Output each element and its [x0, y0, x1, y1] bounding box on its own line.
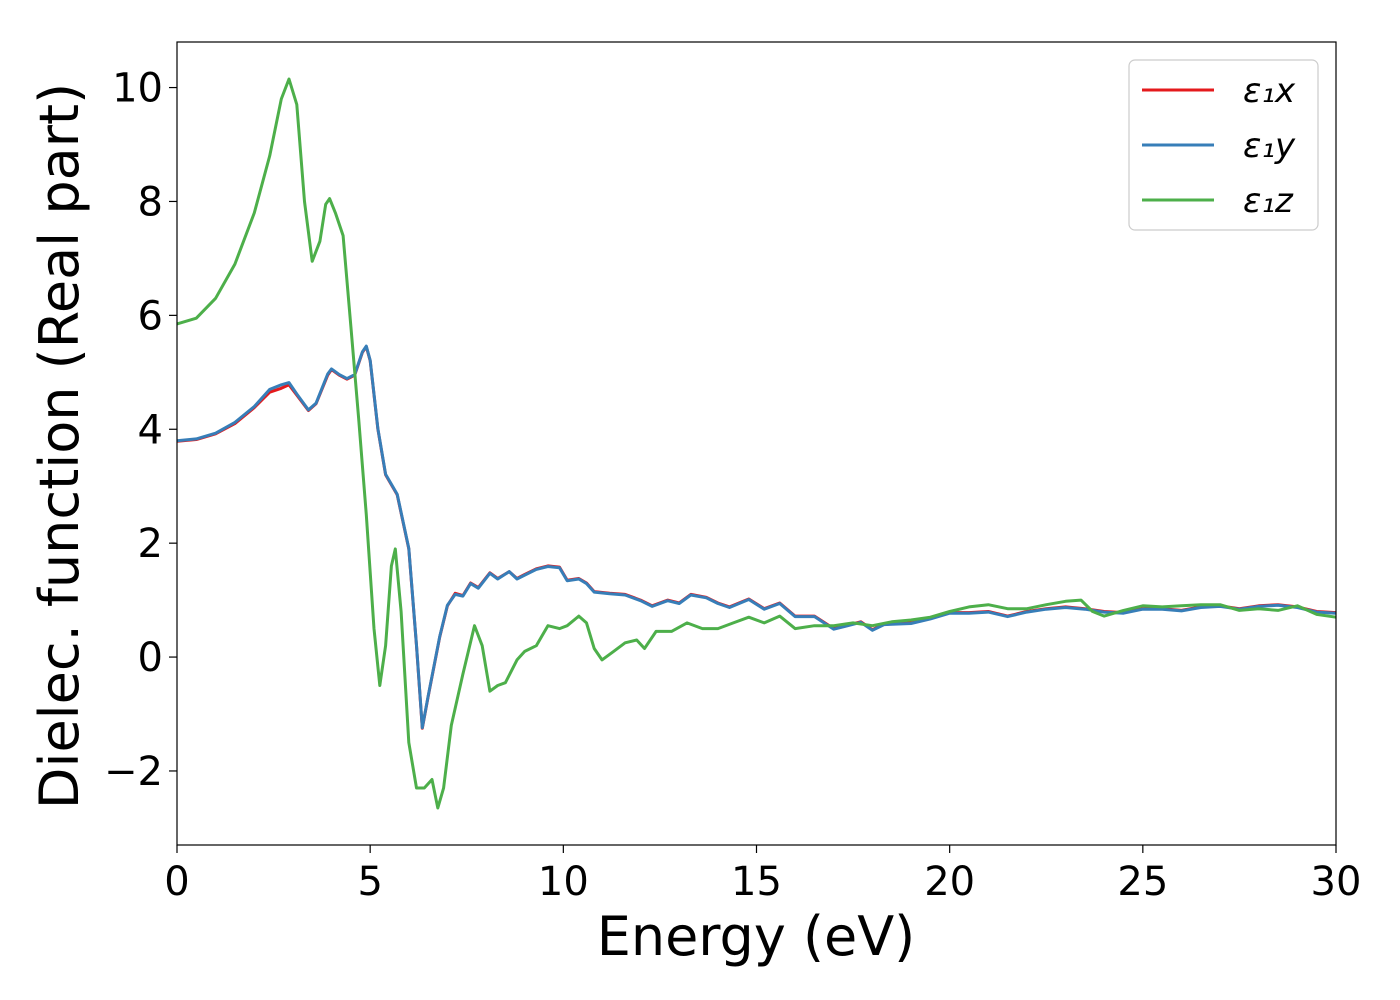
x-tick-label: 30 [1311, 859, 1362, 905]
x-tick-label: 20 [924, 859, 975, 905]
series-line-1 [176, 344, 1337, 730]
legend-label-1: ε₁y [1243, 126, 1296, 166]
x-tick-label: 5 [357, 859, 382, 905]
y-tick-label: 0 [138, 635, 163, 681]
series-layer [176, 77, 1337, 810]
x-tick-label: 25 [1117, 859, 1168, 905]
y-tick-label: −2 [104, 749, 163, 795]
y-tick-label: 4 [138, 407, 163, 453]
x-tick-label: 0 [164, 859, 189, 905]
x-axis-ticks: 0 5 10 15 20 25 30 [164, 845, 1361, 905]
legend-label-2: ε₁z [1243, 181, 1294, 221]
x-tick-label: 15 [731, 859, 782, 905]
y-tick-label: 2 [138, 521, 163, 567]
x-tick-label: 10 [538, 859, 589, 905]
y-axis-label: Dielec. function (Real part) [28, 83, 91, 809]
y-tick-label: 8 [138, 179, 163, 225]
legend: ε₁x ε₁y ε₁z [1128, 59, 1319, 231]
x-axis-label: Energy (eV) [597, 905, 916, 968]
y-tick-label: 10 [112, 66, 163, 112]
y-tick-label: 6 [138, 293, 163, 339]
y-axis-ticks: −2 0 2 4 6 8 10 [104, 66, 177, 795]
legend-frame [1128, 59, 1319, 231]
series-line-2 [176, 77, 1337, 810]
legend-label-0: ε₁x [1243, 71, 1296, 111]
